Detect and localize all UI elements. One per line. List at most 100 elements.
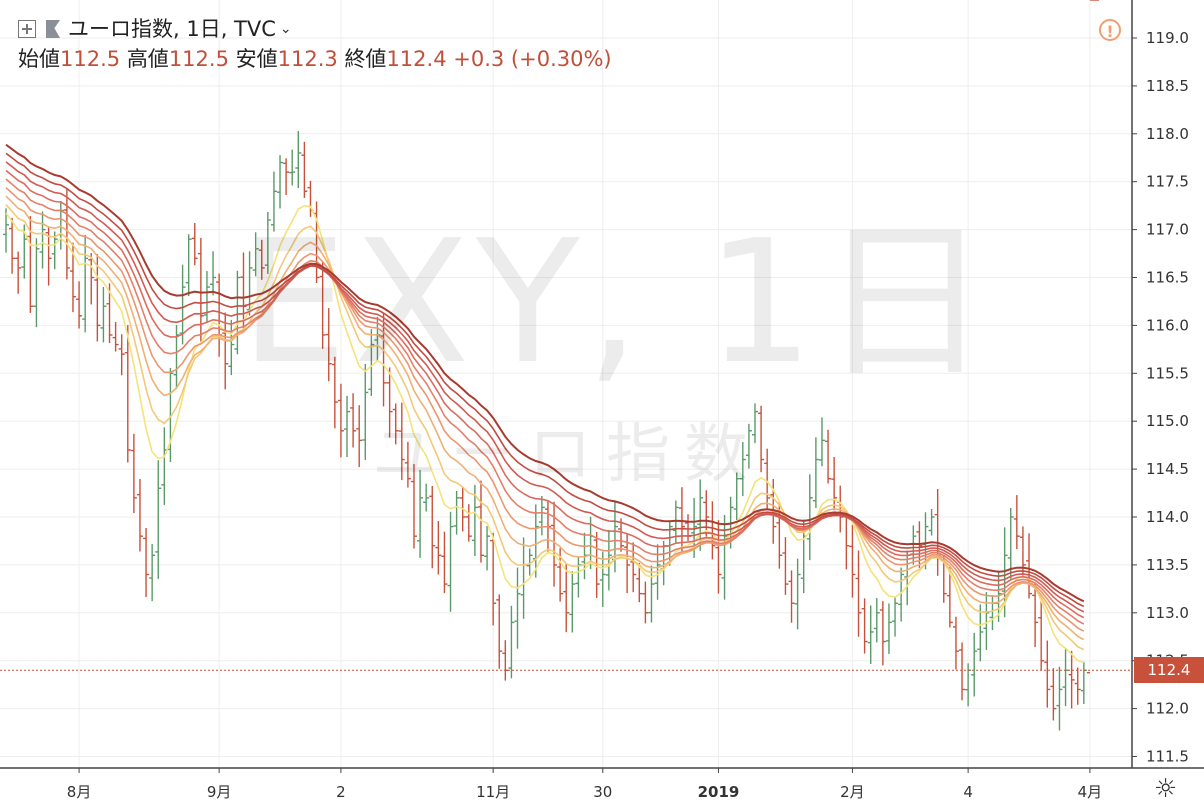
ohlc-bar [630,542,637,593]
x-tick-label: 9月 [207,783,232,801]
ohlc-bar [642,581,649,624]
y-tick-label: 112.0 [1146,700,1189,718]
ohlc-bar [843,511,850,570]
ohlc-bar [33,238,40,328]
ohlc-bar [197,237,204,342]
ohlc-bar [861,598,868,654]
ohlc-bar [398,402,405,481]
ohlc-bar [350,393,357,448]
ohlc-bar [143,527,150,598]
ohlc-bar [63,189,70,280]
x-tick-label: 11月 [476,783,510,801]
ohlc-bar [149,544,156,602]
ohlc-bar [447,511,454,612]
ohlc-bar [605,529,612,591]
ohlc-bar [295,130,302,189]
ohlc-bar [362,363,369,460]
ma-line [5,161,1085,613]
high-value: 112.5 [168,47,229,71]
ohlc-bar [82,235,89,333]
ohlc-bar [1050,668,1057,721]
ohlc-bar [788,570,795,623]
y-tick-label: 114.5 [1146,460,1189,478]
ohlc-bar [319,261,326,349]
ohlc-bar [1007,508,1014,579]
x-tick-label: 2019 [698,783,740,801]
ohlc-bar [301,141,308,198]
ohlc-bar [496,594,503,669]
ma-line [5,152,1085,608]
ohlc-bar [898,567,905,622]
ohlc-bar [1062,649,1069,707]
ohlc-bar [185,234,192,297]
ohlc-bar [892,596,899,637]
ohlc-bar [386,367,393,438]
alert-icon[interactable]: ! [1099,19,1121,41]
ohlc-bar [825,429,832,484]
ohlc-bar [685,514,692,542]
ohlc-bar [514,567,521,649]
ohlc-bar [392,403,399,445]
ohlc-bar [283,158,290,196]
chevron-down-icon[interactable]: ⌄ [279,21,292,37]
ohlc-bar [885,603,892,654]
ohlc-bar [136,479,143,552]
ohlc-bar [51,231,58,270]
ohlc-bar [94,254,101,342]
ohlc-bar [569,571,576,633]
ohlc-bar [277,155,284,209]
change-value: +0.3 (+0.30%) [453,47,612,71]
ohlc-bar [1038,594,1045,671]
low-label: 安値 [235,47,278,71]
ohlc-bar [252,232,259,277]
settings-icon[interactable]: ☼ [1154,774,1178,804]
ohlc-bar [977,604,984,662]
y-tick-label: 113.0 [1146,604,1189,622]
flag-icon[interactable] [46,20,60,38]
ohlc-bar [15,251,22,294]
ohlc-bar [441,531,448,594]
ohlc-bar [618,518,625,552]
ohlc-bar [216,273,223,357]
ohlc-bar [57,201,64,250]
ohlc-bar [1056,666,1063,731]
ohlc-bar [526,548,533,576]
ohlc-bar [806,474,813,561]
ma-line [5,169,1085,619]
ohlc-bar [210,251,217,296]
x-axis[interactable]: 8月 9月 2 11月 30 2019 2月 4 4月 [67,768,1102,801]
plus-icon[interactable] [18,20,36,38]
ohlc-bar [39,211,46,269]
ma-line [5,178,1085,625]
ohlc-bar [879,601,886,666]
ohlc-bar [593,531,600,598]
ohlc-bar [423,483,430,512]
ohlc-bar [410,464,417,549]
symbol-title[interactable]: ユーロ指数, 1日, TVC [68,17,276,41]
ohlc-bar [173,325,180,389]
ohlc-bar [490,532,497,626]
ohlc-bar [337,383,344,458]
ohlc-bar [1032,583,1039,648]
y-tick-label: 111.5 [1146,748,1189,766]
close-value: 112.4 [386,47,447,71]
high-label: 高値 [126,47,169,71]
ohlc-bar [471,484,478,557]
y-axis[interactable]: 111.5112.0112.5113.0113.5114.0114.5115.0… [1132,29,1189,766]
ohlc-bar [155,460,162,579]
x-tick-label: 8月 [67,783,92,801]
ohlc-bar [764,448,771,511]
x-tick-label: 30 [593,783,612,801]
ohlc-bar [745,423,752,469]
ohlc-bar [849,524,856,598]
x-tick-label: 2月 [840,783,865,801]
ohlc-bar [952,616,959,670]
ohlc-bar [228,319,235,376]
ma-ribbon [5,143,1085,664]
ohlc-bar [264,211,271,274]
ohlc-bar [520,537,527,619]
ohlc-bar [289,149,296,186]
ohlc-bar [831,457,838,511]
